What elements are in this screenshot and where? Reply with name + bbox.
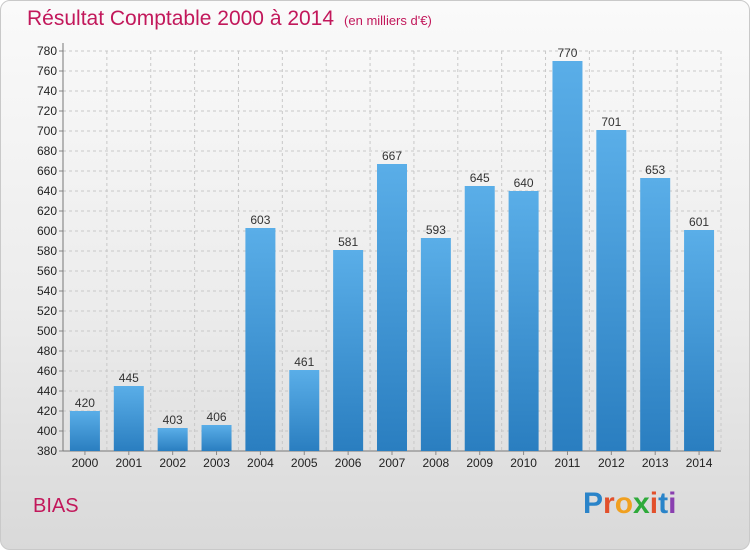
x-tick-label: 2004 [247,456,274,470]
x-tick-label: 2000 [72,456,99,470]
chart-title-text: Résultat Comptable 2000 à 2014 [27,7,335,30]
bar [201,425,232,451]
y-tick-label: 740 [37,84,57,98]
x-tick-label: 2007 [379,456,406,470]
commune-name: BIAS [33,495,79,517]
y-tick-label: 400 [37,424,57,438]
bar-value-label: 420 [75,396,95,410]
y-tick-label: 600 [37,224,57,238]
y-tick-label: 700 [37,124,57,138]
x-tick-label: 2005 [291,456,318,470]
logo-letter: x [633,487,650,520]
y-tick-label: 640 [37,184,57,198]
x-tick-label: 2009 [466,456,493,470]
x-tick-label: 2011 [555,456,581,470]
bar-value-label: 445 [119,371,139,385]
y-tick-label: 380 [37,444,57,458]
bar [596,130,627,451]
x-tick-label: 2006 [335,456,362,470]
x-tick-label: 2003 [203,456,230,470]
bar-value-label: 601 [689,215,709,229]
value-labels: 420 445 403 406 603 461 581 667 593 645 640 770 701 6… [75,46,709,427]
bar [245,228,276,451]
bar [157,428,188,451]
bar [333,250,364,451]
bar-value-label: 461 [294,355,314,369]
y-tick-label: 680 [37,144,57,158]
bar-value-label: 653 [645,163,665,177]
bar [113,386,144,451]
logo-letter: i [668,487,677,520]
y-tick-label: 760 [37,64,57,78]
x-tick-label: 2014 [686,456,713,470]
logo-letter: t [658,487,669,520]
y-tick-label: 540 [37,284,57,298]
x-tick-label: 2012 [598,456,625,470]
bars [69,61,715,451]
bar [464,186,495,451]
x-tick-label: 2002 [159,456,186,470]
bar [552,61,583,451]
y-tick-label: 480 [37,344,57,358]
y-tick-label: 500 [37,324,57,338]
bar-value-label: 667 [382,149,402,163]
y-tick-label: 580 [37,244,57,258]
y-tick-label: 460 [37,364,57,378]
logo-letter: o [614,487,634,520]
bar [640,178,671,451]
bar-value-label: 581 [338,235,358,249]
proxiti-logo: Proxiti [583,487,676,521]
bar-value-label: 701 [601,115,621,129]
bar-value-label: 406 [207,410,227,424]
bar-value-label: 640 [514,176,534,190]
x-tick-label: 2013 [642,456,669,470]
y-tick-label: 560 [37,264,57,278]
bar-value-label: 403 [163,413,183,427]
bar [508,191,539,451]
x-tick-label: 2001 [115,456,142,470]
bar [420,238,451,451]
bar [289,370,320,451]
logo-letter: i [649,487,659,520]
y-tick-label: 720 [37,104,57,118]
x-tick-label: 2010 [510,456,537,470]
chart-title: Résultat Comptable 2000 à 2014 (en millie… [27,7,432,31]
bar [684,230,715,451]
bar-value-label: 645 [470,171,490,185]
logo-letter: P [583,487,604,520]
y-tick-label: 420 [37,404,57,418]
logo-letter: r [603,487,615,520]
x-tick-label: 2008 [423,456,450,470]
y-tick-label: 620 [37,204,57,218]
bar-value-label: 603 [250,213,270,227]
y-tick-label: 660 [37,164,57,178]
bar-value-label: 593 [426,223,446,237]
y-tick-label: 440 [37,384,57,398]
y-tick-label: 520 [37,304,57,318]
bar [377,164,407,451]
bar-value-label: 770 [557,46,577,60]
y-tick-label: 780 [37,44,57,58]
chart-subtitle: (en milliers d'€) [344,13,432,28]
bar [69,411,100,451]
axes: 380 400 420 440 460 480 500 520 540 560 580 600 620 6… [37,43,721,470]
